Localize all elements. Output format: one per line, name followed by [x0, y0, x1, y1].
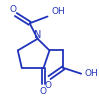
Text: N: N	[34, 30, 42, 40]
Text: O: O	[10, 5, 17, 14]
Text: O: O	[44, 81, 51, 90]
Text: O: O	[39, 87, 46, 96]
Text: OH: OH	[84, 69, 98, 78]
Text: OH: OH	[51, 6, 65, 16]
